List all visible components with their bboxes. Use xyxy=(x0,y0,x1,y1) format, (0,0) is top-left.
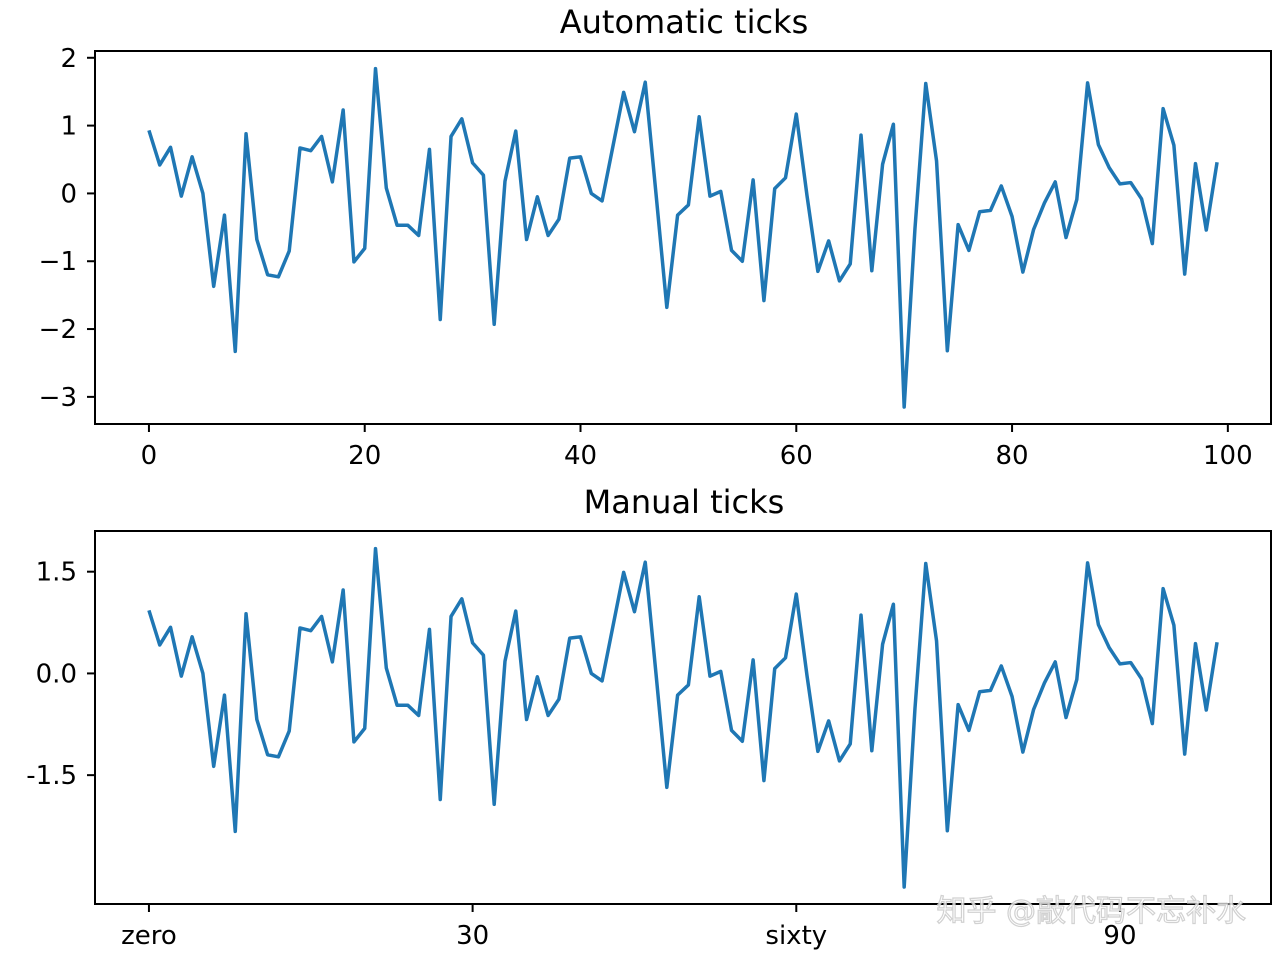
y-tick-label: −3 xyxy=(39,383,77,413)
x-tick-label: 30 xyxy=(456,921,489,951)
y-tick-label: -1.5 xyxy=(26,761,77,791)
x-tick-label: 100 xyxy=(1203,441,1253,471)
chart-title-manual: Manual ticks xyxy=(584,483,785,521)
y-ticks-manual: -1.5 0.0 1.5 xyxy=(26,558,95,791)
x-tick-label: 40 xyxy=(564,441,597,471)
y-tick-label: 2 xyxy=(60,44,77,74)
x-tick-label: 90 xyxy=(1103,921,1136,951)
series-line-automatic xyxy=(147,66,1219,409)
x-ticks-manual: zero 30 sixty 90 xyxy=(121,904,1137,951)
watermark-text: 知乎 @敲代码不忘补水 xyxy=(936,894,1246,929)
subplot-automatic: Automatic ticks 0 20 40 60 80 100 −3 −2 −1 0 1 2 xyxy=(39,3,1272,471)
y-tick-label: −1 xyxy=(39,247,77,277)
y-tick-label: −2 xyxy=(39,315,77,345)
y-tick-label: 0 xyxy=(60,179,77,209)
x-tick-label: 60 xyxy=(780,441,813,471)
series-line-manual xyxy=(147,546,1219,889)
y-tick-label: 1 xyxy=(60,112,77,142)
x-tick-label: zero xyxy=(121,921,177,951)
y-tick-label: 1.5 xyxy=(36,558,77,588)
chart-title-automatic: Automatic ticks xyxy=(560,3,809,41)
plot-frame-manual xyxy=(94,530,1272,905)
y-ticks-automatic: −3 −2 −1 0 1 2 xyxy=(39,44,95,413)
x-tick-label: 0 xyxy=(141,441,158,471)
x-tick-label: 20 xyxy=(348,441,381,471)
x-tick-label: 80 xyxy=(996,441,1029,471)
subplot-manual: Manual ticks zero 30 sixty 90 -1.5 0.0 1.5 xyxy=(26,483,1272,951)
y-tick-label: 0.0 xyxy=(36,659,77,689)
x-ticks-automatic: 0 20 40 60 80 100 xyxy=(141,424,1253,471)
plot-frame-automatic xyxy=(94,50,1272,425)
x-tick-label: sixty xyxy=(765,921,827,951)
